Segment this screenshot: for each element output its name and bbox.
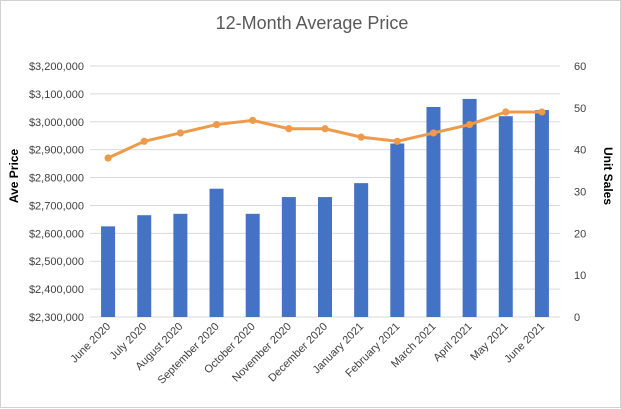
right-axis-label: Unit Sales — [601, 147, 615, 205]
right-tick-label: 20 — [574, 228, 586, 240]
right-tick-label: 40 — [574, 145, 586, 157]
bar — [209, 188, 224, 317]
left-tick-label: $2,800,000 — [29, 173, 84, 185]
line-point — [212, 120, 221, 129]
line-point — [429, 129, 438, 137]
right-tick-label: 10 — [574, 270, 586, 282]
right-tick-label: 0 — [574, 312, 580, 324]
bar — [498, 116, 513, 317]
bar — [245, 213, 260, 317]
right-tick-label: 60 — [574, 61, 586, 73]
line-point — [104, 154, 112, 162]
left-tick-label: $2,500,000 — [29, 256, 84, 268]
line-point — [176, 129, 184, 137]
left-tick-label: $2,300,000 — [29, 312, 84, 324]
x-tick-label: April 2021 — [431, 321, 475, 365]
chart-title: 12-Month Average Price — [216, 13, 409, 33]
right-axis-ticks: 0 10 20 30 40 50 60 — [574, 61, 586, 324]
left-tick-label: $2,600,000 — [29, 228, 84, 240]
x-tick-label: September 2020 — [156, 321, 222, 387]
bar — [101, 226, 116, 317]
line-series-path — [107, 110, 542, 160]
left-tick-label: $2,400,000 — [29, 284, 84, 296]
line-point — [393, 137, 401, 145]
left-axis-label: Ave Price — [7, 149, 21, 204]
left-tick-label: $2,700,000 — [29, 200, 84, 212]
line-point — [249, 116, 257, 124]
line-series — [104, 108, 546, 162]
bar — [390, 143, 405, 317]
left-tick-label: $3,100,000 — [29, 89, 84, 101]
left-axis-ticks: $2,300,000 $2,400,000 $2,500,000 $2,600,000… — [29, 61, 84, 324]
right-tick-label: 50 — [574, 103, 586, 115]
line-point — [502, 108, 510, 116]
left-tick-label: $3,000,000 — [29, 117, 84, 129]
bar — [354, 183, 369, 317]
x-tick-label: June 2020 — [68, 321, 113, 366]
line-point — [538, 108, 546, 116]
line-point — [357, 133, 365, 141]
line-point — [285, 125, 293, 133]
line-point — [140, 137, 148, 145]
line-point — [466, 120, 474, 129]
left-tick-label: $2,900,000 — [29, 145, 84, 157]
bar — [318, 197, 332, 317]
right-tick-label: 30 — [574, 187, 586, 199]
bar — [534, 110, 549, 317]
bar — [426, 106, 441, 317]
bar — [173, 213, 188, 317]
bar — [462, 98, 477, 317]
left-tick-label: $3,200,000 — [29, 61, 84, 73]
bar — [137, 215, 152, 317]
line-point — [321, 125, 329, 133]
bar-series — [101, 98, 549, 317]
bar — [281, 197, 296, 317]
